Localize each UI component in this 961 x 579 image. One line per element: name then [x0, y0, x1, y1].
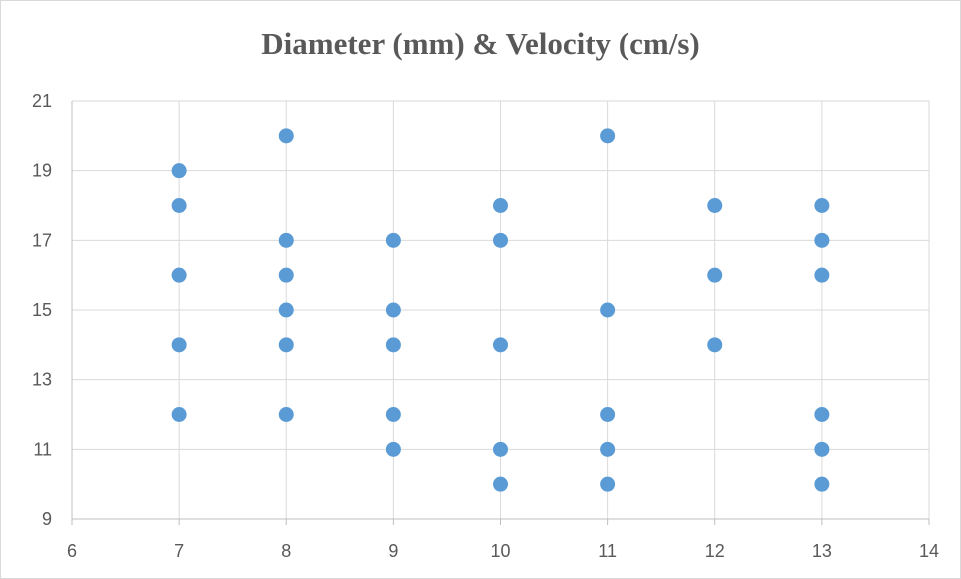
- data-point: [385, 441, 401, 457]
- data-point: [600, 407, 616, 422]
- x-tick-label: 12: [705, 541, 725, 561]
- data-point: [814, 198, 830, 213]
- data-point: [600, 441, 616, 457]
- data-point: [707, 337, 723, 353]
- data-point: [600, 476, 616, 492]
- y-tick-label: 15: [32, 300, 52, 320]
- data-point: [493, 198, 508, 213]
- x-tick-label: 9: [388, 541, 398, 561]
- data-point: [493, 337, 508, 353]
- data-point: [707, 198, 723, 213]
- x-tick-label: 8: [281, 541, 291, 561]
- x-tick-label: 13: [812, 541, 832, 561]
- data-point: [278, 407, 294, 422]
- data-point: [278, 128, 294, 144]
- data-point: [493, 232, 508, 248]
- data-point: [814, 232, 830, 248]
- y-tick-label: 13: [32, 370, 52, 390]
- axes: [71, 101, 930, 525]
- data-point: [600, 302, 616, 318]
- data-point: [171, 407, 187, 422]
- x-tick-label: 14: [919, 541, 939, 561]
- x-tick-label: 10: [490, 541, 510, 561]
- data-point: [278, 302, 294, 318]
- y-tick-label: 21: [32, 91, 52, 111]
- data-point: [278, 232, 294, 248]
- data-point: [385, 232, 401, 248]
- y-tick-label: 11: [33, 439, 52, 459]
- data-point: [171, 198, 187, 213]
- data-point: [171, 267, 187, 283]
- x-tick-labels: 6 7 8 9 10 11 12 13 14: [67, 541, 939, 561]
- data-point: [171, 337, 187, 353]
- data-point: [385, 302, 401, 318]
- y-tick-label: 19: [32, 161, 52, 181]
- y-tick-labels: 9 11 13 15 17 19 21: [32, 91, 52, 529]
- x-tick-label: 11: [598, 541, 617, 561]
- data-point: [600, 128, 616, 144]
- data-point: [493, 476, 508, 492]
- data-point: [171, 163, 187, 179]
- x-tick-label: 6: [67, 541, 77, 561]
- y-tick-label: 9: [42, 509, 52, 529]
- data-point: [278, 267, 294, 283]
- data-point: [278, 337, 294, 353]
- data-points: [171, 128, 830, 492]
- x-tick-label: 7: [174, 541, 184, 561]
- y-tick-label: 17: [32, 230, 52, 250]
- data-point: [814, 441, 830, 457]
- data-point: [385, 407, 401, 422]
- data-point: [707, 267, 723, 283]
- chart-title: Diameter (mm) & Velocity (cm/s): [261, 26, 700, 61]
- data-point: [814, 407, 830, 422]
- data-point: [814, 476, 830, 492]
- data-point: [493, 441, 508, 457]
- data-point: [814, 267, 830, 283]
- data-point: [385, 337, 401, 353]
